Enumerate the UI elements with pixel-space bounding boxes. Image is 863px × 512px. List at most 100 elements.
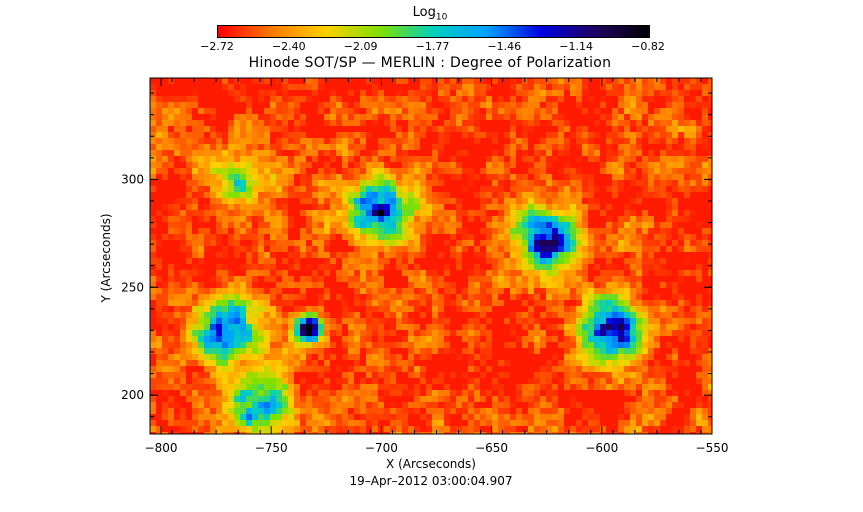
heatmap-cell bbox=[558, 234, 564, 240]
heatmap-cell bbox=[504, 264, 510, 270]
heatmap-cell bbox=[516, 270, 522, 276]
heatmap-cell bbox=[564, 240, 570, 246]
heatmap-cell bbox=[384, 330, 390, 336]
heatmap-cell bbox=[444, 384, 450, 390]
heatmap-cell bbox=[660, 372, 666, 378]
heatmap-cell bbox=[174, 132, 180, 138]
heatmap-cell bbox=[438, 432, 444, 434]
heatmap-cell bbox=[408, 216, 414, 222]
heatmap-cell bbox=[678, 432, 684, 434]
heatmap-cell bbox=[498, 204, 504, 210]
heatmap-cell bbox=[318, 372, 324, 378]
heatmap-cell bbox=[342, 270, 348, 276]
heatmap-cell bbox=[576, 204, 582, 210]
heatmap-cell bbox=[282, 258, 288, 264]
heatmap-cell bbox=[432, 168, 438, 174]
heatmap-cell bbox=[600, 270, 606, 276]
heatmap-cell bbox=[564, 126, 570, 132]
heatmap-cell bbox=[240, 336, 246, 342]
heatmap-cell bbox=[660, 138, 666, 144]
heatmap-cell bbox=[522, 204, 528, 210]
heatmap-cell bbox=[186, 102, 192, 108]
heatmap-cell bbox=[258, 150, 264, 156]
heatmap-cell bbox=[426, 168, 432, 174]
heatmap-cell bbox=[282, 330, 288, 336]
heatmap-cell bbox=[558, 114, 564, 120]
heatmap-cell bbox=[426, 276, 432, 282]
heatmap-cell bbox=[384, 96, 390, 102]
heatmap-cell bbox=[666, 162, 672, 168]
heatmap-cell bbox=[702, 324, 708, 330]
heatmap-cell bbox=[360, 384, 366, 390]
heatmap-cell bbox=[162, 162, 168, 168]
heatmap-cell bbox=[204, 330, 210, 336]
heatmap-cell bbox=[426, 222, 432, 228]
heatmap-cell bbox=[372, 180, 378, 186]
heatmap-cell bbox=[612, 378, 618, 384]
heatmap-cell bbox=[240, 378, 246, 384]
heatmap-cell bbox=[540, 336, 546, 342]
heatmap-cell bbox=[594, 288, 600, 294]
heatmap-cell bbox=[324, 420, 330, 426]
heatmap-cell bbox=[258, 198, 264, 204]
heatmap-cell bbox=[198, 318, 204, 324]
heatmap-cell bbox=[522, 180, 528, 186]
heatmap-cell bbox=[156, 348, 162, 354]
heatmap-cell bbox=[156, 342, 162, 348]
heatmap-cell bbox=[228, 192, 234, 198]
heatmap-cell bbox=[600, 300, 606, 306]
heatmap-cell bbox=[696, 426, 702, 432]
x-tick-label: −650 bbox=[475, 441, 508, 455]
heatmap-cell bbox=[270, 120, 276, 126]
heatmap-cell bbox=[174, 114, 180, 120]
heatmap-cell bbox=[342, 150, 348, 156]
heatmap-cell bbox=[312, 282, 318, 288]
heatmap-cell bbox=[330, 114, 336, 120]
heatmap-cell bbox=[654, 114, 660, 120]
heatmap-cell bbox=[474, 324, 480, 330]
heatmap-cell bbox=[192, 342, 198, 348]
heatmap-cell bbox=[672, 426, 678, 432]
heatmap-cell bbox=[318, 276, 324, 282]
heatmap-cell bbox=[540, 240, 546, 246]
heatmap-cell bbox=[366, 282, 372, 288]
heatmap-cell bbox=[606, 360, 612, 366]
heatmap-cell bbox=[630, 174, 636, 180]
heatmap-cell bbox=[606, 294, 612, 300]
heatmap-cell bbox=[438, 150, 444, 156]
heatmap-cell bbox=[486, 276, 492, 282]
heatmap-cell bbox=[462, 96, 468, 102]
heatmap-cell bbox=[678, 96, 684, 102]
heatmap-cell bbox=[150, 432, 156, 434]
heatmap-cell bbox=[222, 246, 228, 252]
heatmap-cell bbox=[222, 282, 228, 288]
heatmap-cell bbox=[210, 336, 216, 342]
heatmap-cell bbox=[558, 432, 564, 434]
heatmap-cell bbox=[546, 294, 552, 300]
heatmap-cell bbox=[624, 300, 630, 306]
heatmap-cell bbox=[630, 156, 636, 162]
heatmap-cell bbox=[540, 204, 546, 210]
heatmap-cell bbox=[360, 324, 366, 330]
heatmap-cell bbox=[234, 342, 240, 348]
heatmap-cell bbox=[312, 414, 318, 420]
heatmap-cell bbox=[282, 210, 288, 216]
heatmap-cell bbox=[264, 318, 270, 324]
heatmap-cell bbox=[528, 378, 534, 384]
heatmap-cell bbox=[366, 246, 372, 252]
heatmap-cell bbox=[330, 222, 336, 228]
heatmap-cell bbox=[582, 372, 588, 378]
heatmap-cell bbox=[252, 174, 258, 180]
heatmap-cell bbox=[234, 216, 240, 222]
heatmap-cell bbox=[654, 240, 660, 246]
heatmap-cell bbox=[378, 360, 384, 366]
heatmap-cell bbox=[378, 216, 384, 222]
heatmap-cell bbox=[174, 282, 180, 288]
heatmap-cell bbox=[654, 108, 660, 114]
heatmap-cell bbox=[480, 390, 486, 396]
heatmap-cell bbox=[510, 222, 516, 228]
heatmap-cell bbox=[222, 294, 228, 300]
heatmap-cell bbox=[264, 144, 270, 150]
heatmap-cell bbox=[294, 432, 300, 434]
heatmap-cell bbox=[432, 222, 438, 228]
